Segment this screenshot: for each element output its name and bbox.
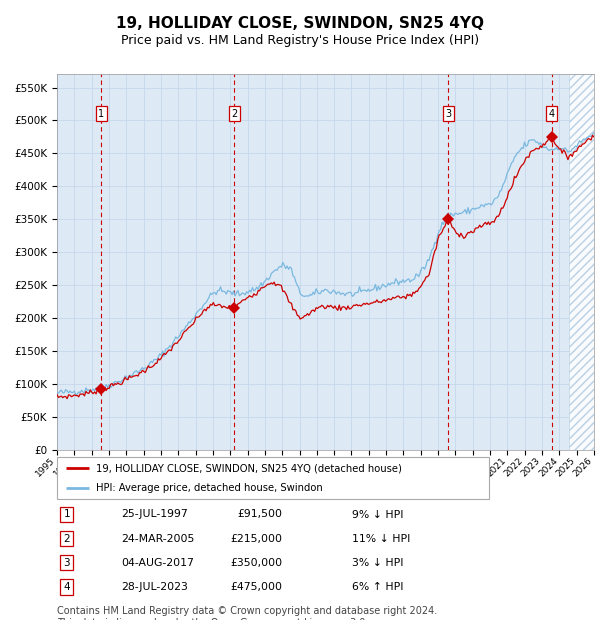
FancyBboxPatch shape xyxy=(57,457,489,499)
Text: 2: 2 xyxy=(64,534,70,544)
Text: 19, HOLLIDAY CLOSE, SWINDON, SN25 4YQ (detached house): 19, HOLLIDAY CLOSE, SWINDON, SN25 4YQ (d… xyxy=(96,463,402,473)
Text: 25-JUL-1997: 25-JUL-1997 xyxy=(121,510,188,520)
Text: £350,000: £350,000 xyxy=(230,557,283,567)
Text: HPI: Average price, detached house, Swindon: HPI: Average price, detached house, Swin… xyxy=(96,483,323,493)
Text: 28-JUL-2023: 28-JUL-2023 xyxy=(121,582,188,591)
Text: Contains HM Land Registry data © Crown copyright and database right 2024.
This d: Contains HM Land Registry data © Crown c… xyxy=(57,606,437,620)
Text: 3% ↓ HPI: 3% ↓ HPI xyxy=(352,557,404,567)
Text: £475,000: £475,000 xyxy=(230,582,283,591)
Text: 4: 4 xyxy=(64,582,70,591)
Text: £215,000: £215,000 xyxy=(230,534,283,544)
Text: 1: 1 xyxy=(64,510,70,520)
Text: 11% ↓ HPI: 11% ↓ HPI xyxy=(352,534,411,544)
Text: 6% ↑ HPI: 6% ↑ HPI xyxy=(352,582,404,591)
Text: 3: 3 xyxy=(64,557,70,567)
Text: 4: 4 xyxy=(549,109,555,119)
Text: £91,500: £91,500 xyxy=(238,510,283,520)
Text: 2: 2 xyxy=(231,109,238,119)
Text: 04-AUG-2017: 04-AUG-2017 xyxy=(121,557,194,567)
Text: 1: 1 xyxy=(98,109,104,119)
Text: 9% ↓ HPI: 9% ↓ HPI xyxy=(352,510,404,520)
Text: 3: 3 xyxy=(445,109,451,119)
Text: 24-MAR-2005: 24-MAR-2005 xyxy=(121,534,195,544)
Text: Price paid vs. HM Land Registry's House Price Index (HPI): Price paid vs. HM Land Registry's House … xyxy=(121,34,479,47)
Text: 19, HOLLIDAY CLOSE, SWINDON, SN25 4YQ: 19, HOLLIDAY CLOSE, SWINDON, SN25 4YQ xyxy=(116,16,484,30)
